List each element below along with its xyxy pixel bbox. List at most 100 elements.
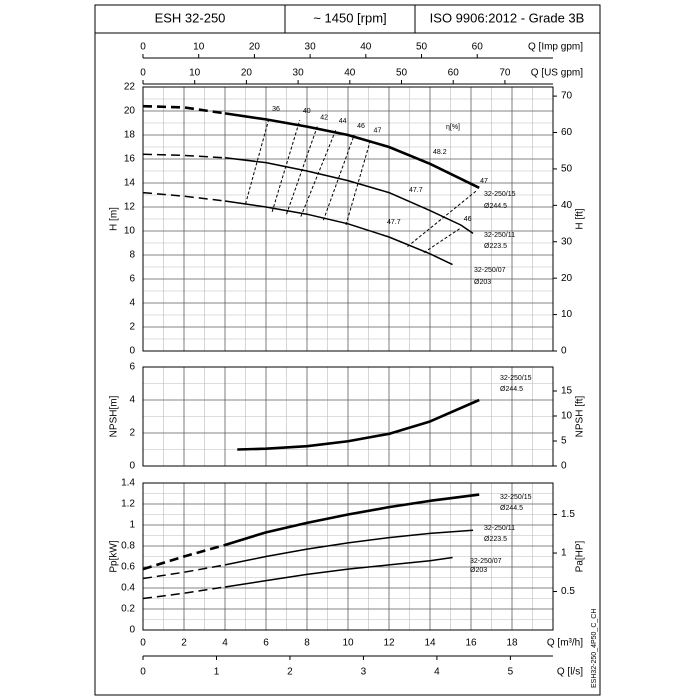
curve-diameter: Ø223.5 [484,536,507,543]
curve-diameter: Ø203 [474,279,491,286]
plot-frame [142,366,554,467]
header-speed: ~ 1450 [rpm] [313,10,386,25]
top-axis-tick-label: 10 [193,42,205,53]
curve [224,556,453,588]
y2-tick-label: 0 [561,461,567,472]
y2-tick-label: 5 [561,436,567,447]
y2-tick-label: 30 [561,236,573,247]
y-axis-title: H [m] [109,207,120,231]
y-axis-title: Pp[kW] [109,540,120,572]
curve-diameter: Ø244.5 [500,386,523,393]
y-tick-label: 18 [124,130,136,141]
bottom-axis-tick-label: 1 [214,667,220,678]
top-axis-tick-label: 40 [344,68,356,79]
efficiency-label: 47 [374,128,382,135]
x-tick-label: 14 [424,638,436,649]
top-axis-tick-label: 0 [140,42,146,53]
y-tick-label: 1 [129,520,135,531]
y-tick-label: 14 [124,178,136,189]
y-tick-label: 0 [129,346,135,357]
y2-tick-label: 1 [561,548,567,559]
y2-tick-label: 60 [561,127,573,138]
top-axis-tick-label: 50 [416,42,428,53]
curve [224,493,480,547]
y-tick-label: 1.4 [121,478,135,489]
y-tick-label: 0.6 [121,562,135,573]
curve [224,200,453,266]
curve-diameter: Ø223.5 [484,243,507,250]
curve-label: 32-250/11 [484,525,515,532]
y-tick-label: 10 [124,226,136,237]
x-tick-label: 6 [263,638,269,649]
bottom-axis-tick-label: 5 [508,667,514,678]
efficiency-title: η[%] [446,124,460,131]
curve-dashed [142,543,226,571]
curve-diameter: Ø244.5 [500,505,523,512]
bep-label: 47.7 [409,187,423,194]
x-tick-label: 18 [506,638,518,649]
top-axis-tick-label: 10 [189,68,201,79]
curve-label: 32-250/07 [474,267,506,274]
footer-code: ESH32-250_4P50_C_CH [591,609,598,688]
y-tick-label: 0 [129,461,135,472]
y-tick-label: 2 [129,322,135,333]
y2-tick-label: 50 [561,164,573,175]
bottom-axis-title: Q [l/s] [557,667,583,678]
top-axis-tick-label: 40 [360,42,372,53]
top-axis-tick-label: 60 [472,42,484,53]
y2-tick-label: 0 [561,346,567,357]
y2-tick-label: 10 [561,411,573,422]
y2-axis-title: NPSH [ft] [575,395,586,437]
y2-tick-label: 70 [561,91,573,102]
y-tick-label: 6 [129,362,135,373]
x-tick-label: 10 [342,638,354,649]
x-tick-label: 12 [383,638,395,649]
x-tick-label: 4 [222,638,228,649]
curve-diameter: Ø203 [470,567,487,574]
y2-tick-label: 1.5 [561,509,575,520]
y-tick-label: 0.8 [121,541,135,552]
y-tick-label: 0.4 [121,583,135,594]
top-axis-tick-label: 30 [305,42,317,53]
x-tick-label: 16 [465,638,477,649]
top-axis-tick-label: 30 [293,68,305,79]
efficiency-line [423,227,462,254]
curve-label: 32-250/15 [484,191,516,198]
top-axis-tick-label: 0 [140,68,146,79]
header-model: ESH 32-250 [155,10,226,25]
curve-label: 32-250/15 [500,375,532,382]
y-tick-label: 6 [129,274,135,285]
plot-frame [142,482,554,631]
efficiency-label: 46 [464,216,472,223]
bottom-axis-tick-label: 4 [434,667,440,678]
x-tick-label: 0 [140,638,146,649]
y-tick-label: 0 [129,625,135,636]
top-axis-tick-label: 60 [448,68,460,79]
x-tick-label: 8 [304,638,310,649]
x-tick-label: 2 [181,638,187,649]
y2-tick-label: 40 [561,200,573,211]
efficiency-label: 46 [357,123,365,130]
y2-tick-label: 10 [561,309,573,320]
y2-axis-title: Pa[HP] [575,540,586,572]
y-axis-title: NPSH[m] [109,395,120,437]
top-axis-title: Q [US gpm] [531,68,583,79]
y-tick-label: 16 [124,154,136,165]
plot-frame [142,86,554,352]
efficiency-label: 42 [320,114,328,121]
bep-label: 47.7 [387,219,401,226]
top-axis-tick-label: 20 [249,42,261,53]
bottom-axis-tick-label: 2 [287,667,293,678]
efficiency-label: 40 [303,108,311,115]
y-tick-label: 2 [129,428,135,439]
y2-axis-title: H [ft] [575,208,586,229]
x-axis-title: Q [m³/h] [547,638,583,649]
curve-label: 32-250/15 [500,494,532,501]
curve-label: 32-250/07 [470,558,502,565]
curve-diameter: Ø244.5 [484,203,507,210]
curve [224,112,480,189]
bottom-axis-tick-label: 0 [140,667,146,678]
y-tick-label: 12 [124,202,136,213]
efficiency-label: 36 [272,106,280,113]
